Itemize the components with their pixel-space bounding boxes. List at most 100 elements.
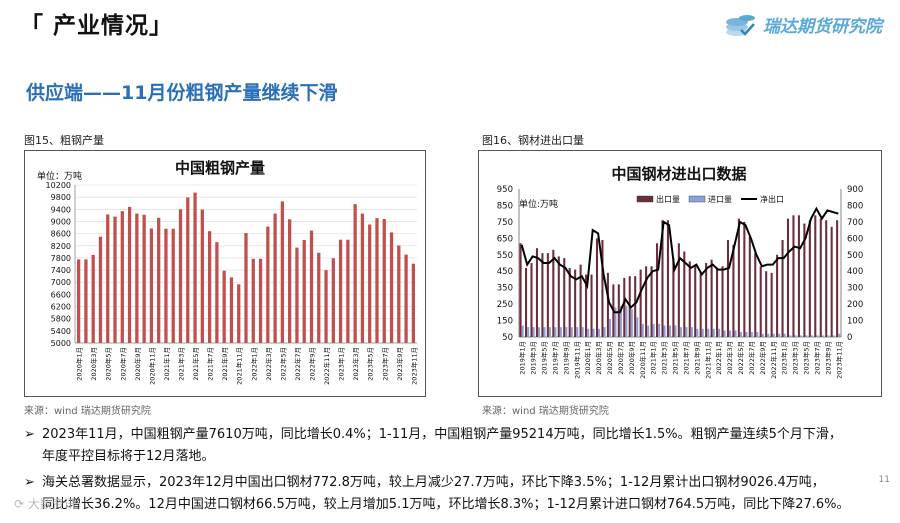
bar-export [645,266,648,337]
bar-import [668,325,672,337]
bar [171,228,175,343]
bar [353,204,357,343]
y-tick-label-right: 300 [847,284,863,294]
bar [338,239,343,343]
coin-stack-icon [726,15,755,36]
bar-import [543,327,546,337]
bar-export [694,264,697,337]
bar-import [794,335,797,337]
bar-export [748,236,751,337]
bullet-text: 年度平控目标将于12月落地。 [42,449,215,464]
bar-export [546,253,549,337]
bar-import [630,309,633,337]
bar-export [677,243,680,337]
x-tick-label: 2023年3月 [791,341,800,375]
bar-export [786,218,790,337]
bullet-arrow-icon: ➢ [24,427,35,442]
x-tick-label: 2020年7月 [118,347,127,381]
bar-import [587,328,590,337]
bar [389,232,394,343]
x-tick-label: 2023年7月 [380,347,389,381]
y-tick-label-left: 950 [497,185,513,195]
bar-export [726,239,730,337]
bar-import [701,328,704,337]
bar-import [641,323,644,337]
x-tick-label: 2020年9月 [133,347,142,381]
bar-export [770,272,773,337]
bar-import [789,335,792,337]
watermark: ⟳ 大数资讯 [14,497,76,511]
bullet-text: 2023年11月，中国粗钢产量7610万吨，同比增长0.4%；1-11月，中国粗… [42,427,842,442]
bar-import [521,325,524,337]
bar-import [805,335,808,337]
bar-export [803,223,806,337]
bar-import [767,333,770,337]
y-tick-label: 7400 [51,266,71,275]
x-tick-label: 2022年5月 [278,347,287,381]
bar-export [519,243,522,337]
bar-export [792,215,795,337]
bar-export [650,266,653,337]
y-tick-label-right: 0 [847,333,852,343]
x-tick-label: 2020年9月 [627,341,636,375]
bar-export [525,267,528,337]
x-tick-label: 2020年1月 [583,341,592,375]
bar-import [636,317,639,337]
bar-export [808,220,811,337]
x-tick-label: 2020年1月 [75,347,84,381]
x-tick-label: 2023年7月 [812,341,821,375]
x-tick-label: 2023年9月 [823,341,832,375]
x-tick-label: 2022年7月 [293,347,302,381]
y-tick-label: 9000 [51,217,71,226]
bar-import [554,327,557,337]
y-tick-label: 6200 [51,303,71,312]
bar-export [781,239,784,337]
x-tick-label: 2022年9月 [758,341,767,375]
y-tick-label-right: 900 [847,185,863,195]
y-tick-label-left: 50 [502,333,513,343]
x-tick-label: 2020年11月 [638,341,647,379]
bar [113,216,117,343]
y-tick-label: 5000 [51,339,71,348]
y-tick-label: 9400 [51,205,71,214]
x-tick-label: 2020年5月 [605,341,614,375]
y-tick-label-left: 350 [497,284,513,294]
bar [193,192,197,343]
page-number: 11 [878,475,890,485]
bar-export [601,239,604,337]
bar-export [579,264,582,337]
bar [178,209,183,343]
bar-export [814,215,817,337]
bar [404,254,408,343]
bar-export [699,271,702,337]
bar-export [825,220,828,337]
bar-import [614,307,617,337]
bullet-arrow-icon: ➢ [24,475,35,490]
bar-import [750,332,753,337]
bar-import [799,335,803,337]
chart-unit: 单位:万吨 [519,198,558,210]
bar [280,201,285,343]
bar-export [639,269,642,337]
bar-import [598,328,601,337]
figure-source-left: 来源：wind 瑞达期货研究院 [24,406,151,417]
bar [84,259,88,343]
bar-import [756,332,759,337]
x-tick-label: 2021年1月 [649,341,658,375]
x-tick-label: 2022年5月 [736,341,745,375]
bar-import [619,305,622,337]
bullet-1: ➢ 2023年11月，中国粗钢产量7610万吨，同比增长0.4%；1-11月，中国… [24,424,842,446]
bar-import [696,328,699,337]
bullet-1-cont: 年度平控目标将于12月落地。 [42,446,215,468]
bar-export [672,258,675,337]
y-tick-label-left: 550 [497,251,513,261]
bar [149,228,154,343]
bar-export [568,267,571,337]
bar-export [574,269,577,337]
x-tick-label: 2022年7月 [747,341,756,375]
bar-export [557,256,560,337]
bar [273,213,277,343]
bar-export [666,220,669,337]
bar [135,213,139,343]
y-tick-label: 6600 [51,290,71,299]
